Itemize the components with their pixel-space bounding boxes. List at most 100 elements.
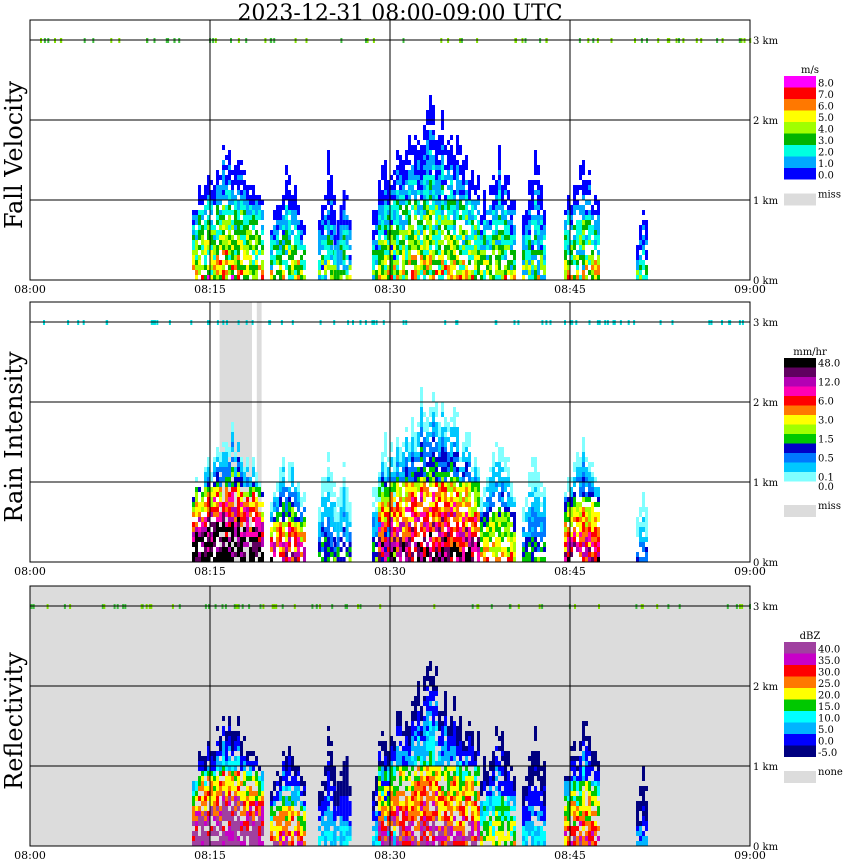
echo-cell xyxy=(378,240,381,245)
echo-cell xyxy=(528,542,531,547)
echo-cell xyxy=(432,517,435,522)
echo-cell xyxy=(510,542,513,547)
echo-cell xyxy=(237,776,240,781)
echo-cell xyxy=(279,841,282,846)
echo-cell xyxy=(255,497,258,502)
echo-cell xyxy=(282,260,285,265)
echo-cell xyxy=(447,497,450,502)
echo-cell xyxy=(246,235,249,240)
echo-cell xyxy=(216,205,219,210)
echo-cell xyxy=(501,497,504,502)
echo-cell xyxy=(435,447,438,452)
echo-cell xyxy=(423,422,426,427)
echo-cell xyxy=(321,220,324,225)
echo-cell xyxy=(414,542,417,547)
echo-cell xyxy=(570,542,573,547)
echo-cell xyxy=(348,245,352,250)
echo-cell xyxy=(585,527,588,532)
echo-cell xyxy=(420,205,423,210)
echo-cell xyxy=(282,220,285,225)
echo-cell xyxy=(219,751,222,756)
echo-cell xyxy=(588,215,591,220)
echo-cell xyxy=(270,240,273,245)
echo-cell xyxy=(432,240,435,245)
echo-cell xyxy=(465,537,468,542)
echo-cell xyxy=(645,265,648,270)
echo-cell xyxy=(528,557,531,562)
echo-cell xyxy=(420,250,423,255)
echo-cell xyxy=(495,522,498,527)
echo-cell xyxy=(471,557,474,562)
echo-cell xyxy=(195,275,198,280)
echo-cell xyxy=(483,542,486,547)
echo-cell xyxy=(231,190,234,195)
echo-cell xyxy=(219,477,222,482)
echo-cell xyxy=(579,487,582,492)
echo-cell xyxy=(282,552,285,557)
echo-cell xyxy=(276,527,279,532)
echo-cell xyxy=(372,537,375,542)
echo-cell xyxy=(321,235,324,240)
echo-cell xyxy=(582,542,585,547)
echo-cell xyxy=(381,200,384,205)
echo-cell xyxy=(483,210,486,215)
echo-cell xyxy=(456,442,459,447)
echo-cell xyxy=(234,836,237,841)
echo-cell xyxy=(522,265,525,270)
echo-cell xyxy=(417,210,420,215)
echo-cell xyxy=(231,806,234,811)
echo-cell xyxy=(462,170,465,175)
echo-cell xyxy=(597,552,600,557)
echo-cell xyxy=(498,190,501,195)
echo-cell xyxy=(459,537,462,542)
echo-cell xyxy=(432,180,435,185)
echo-cell xyxy=(231,497,234,502)
echo-cell xyxy=(372,235,375,240)
echo-cell xyxy=(504,275,507,280)
echo-cell xyxy=(495,200,498,205)
echo-cell xyxy=(564,270,567,275)
echo-cell xyxy=(297,245,300,250)
echo-cell xyxy=(435,492,438,497)
echo-cell xyxy=(222,442,225,447)
echo-cell xyxy=(531,557,534,562)
echo-cell xyxy=(213,467,216,472)
echo-cell xyxy=(456,512,459,517)
echo-cell xyxy=(567,230,570,235)
echo-cell xyxy=(501,270,504,275)
echo-cell xyxy=(384,527,387,532)
echo-cell xyxy=(402,165,405,170)
echo-cell xyxy=(432,447,435,452)
echo-cell xyxy=(324,497,327,502)
echo-cell xyxy=(201,210,204,215)
echo-cell xyxy=(300,230,303,235)
echo-cell xyxy=(219,260,222,265)
echo-cell xyxy=(234,736,237,741)
echo-cell xyxy=(234,811,237,816)
echo-cell xyxy=(507,205,510,210)
echo-cell xyxy=(435,482,438,487)
echo-cell xyxy=(471,230,474,235)
echo-cell xyxy=(429,155,432,160)
echo-cell xyxy=(252,507,255,512)
echo-cell xyxy=(285,537,288,542)
echo-cell xyxy=(465,155,468,160)
echo-cell xyxy=(231,482,234,487)
echo-cell xyxy=(348,502,352,507)
echo-cell xyxy=(414,447,417,452)
echo-cell xyxy=(222,145,225,150)
echo-cell xyxy=(231,751,234,756)
echo-cell xyxy=(573,245,576,250)
echo-cell xyxy=(405,215,408,220)
echo-cell xyxy=(477,265,480,270)
echo-cell xyxy=(504,512,507,517)
x-tick-label: 08:00 xyxy=(14,565,46,578)
echo-cell xyxy=(405,472,408,477)
echo-cell xyxy=(531,270,534,275)
echo-cell xyxy=(396,150,399,155)
echo-cell xyxy=(444,532,447,537)
echo-cell xyxy=(432,235,435,240)
echo-cell xyxy=(201,195,204,200)
echo-cell xyxy=(468,537,471,542)
echo-cell xyxy=(405,160,408,165)
